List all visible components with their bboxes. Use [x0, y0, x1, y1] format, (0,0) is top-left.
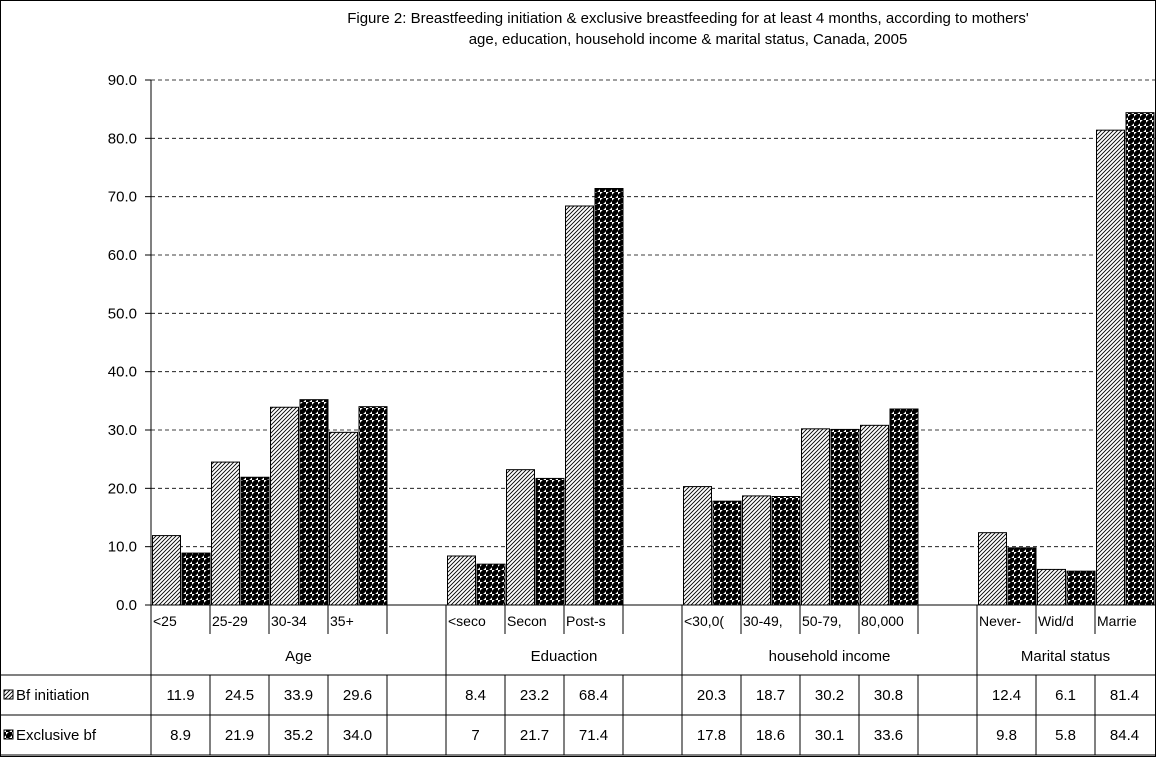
bar-exclusive-bf [1066, 570, 1096, 606]
y-tick-label: 90.0 [108, 72, 137, 89]
data-label: 30.2 [815, 687, 844, 704]
bar-bf-initiation [152, 535, 181, 606]
y-tick-label: 10.0 [108, 539, 137, 556]
data-label: 30.1 [815, 727, 844, 744]
data-label: 9.8 [996, 727, 1017, 744]
data-label: 81.4 [1110, 687, 1139, 704]
data-label: 12.4 [992, 687, 1021, 704]
data-label: 11.9 [166, 687, 194, 704]
data-label: 6.1 [1055, 687, 1076, 704]
data-label: 21.9 [225, 727, 254, 744]
data-label: 18.7 [756, 687, 785, 704]
y-tick-label: 20.0 [108, 480, 137, 497]
data-label: 18.6 [756, 727, 785, 744]
category-label: 50-79, [802, 613, 842, 629]
category-label: Marrie [1097, 613, 1137, 629]
bar-bf-initiation [329, 431, 358, 606]
category-label: <seco [448, 613, 486, 629]
group-label: household income [769, 648, 891, 665]
category-label: 35+ [330, 613, 354, 629]
bar-exclusive-bf [358, 406, 388, 606]
legend-label: Bf initiation [16, 687, 89, 704]
bar-bf-initiation [978, 532, 1007, 606]
data-table: <25 25-29 30-34 35+ <seco Secon Post-s <30,0( 30… [0, 605, 1156, 756]
chart-subtitle: age, education, household income & marit… [469, 31, 908, 48]
bar-exclusive-bf [1007, 547, 1037, 606]
bar-exclusive-bf [712, 500, 742, 606]
data-label: 33.9 [284, 687, 313, 704]
category-label: Wid/d [1038, 613, 1074, 629]
category-label: 25-29 [212, 613, 248, 629]
group-label: Marital status [1021, 648, 1110, 665]
data-label: 21.7 [520, 727, 549, 744]
group-label: Eduaction [531, 648, 598, 665]
group-label: Age [285, 648, 312, 665]
category-label: 80,000 [861, 613, 904, 629]
data-label: 29.6 [343, 687, 372, 704]
category-label: <25 [153, 613, 177, 629]
chart-title: Figure 2: Breastfeeding initiation & exc… [347, 10, 1029, 27]
bar-bf-initiation [447, 555, 476, 606]
y-tick-label: 80.0 [108, 130, 137, 147]
bar-exclusive-bf [771, 496, 801, 606]
y-tick-label: 50.0 [108, 305, 137, 322]
legend-key-bf-initiation [3, 689, 14, 700]
data-label: 71.4 [579, 727, 608, 744]
bar-bf-initiation [683, 486, 712, 606]
data-label: 7 [471, 727, 479, 744]
data-label: 23.2 [520, 687, 549, 704]
y-tick-label: 40.0 [108, 364, 137, 381]
bar-layer [152, 112, 1155, 606]
bar-exclusive-bf [594, 188, 624, 606]
data-label: 30.8 [874, 687, 903, 704]
bar-bf-initiation [860, 424, 889, 606]
bar-bf-initiation [270, 406, 299, 606]
category-label: 30-49, [743, 613, 783, 629]
category-label: <30,0( [684, 613, 724, 629]
bar-bf-initiation [506, 469, 535, 606]
data-label: 20.3 [697, 687, 726, 704]
bar-bf-initiation [1096, 129, 1125, 606]
bar-bf-initiation [742, 495, 771, 606]
bar-exclusive-bf [889, 408, 919, 606]
data-label: 34.0 [343, 727, 372, 744]
data-label: 5.8 [1055, 727, 1076, 744]
bar-exclusive-bf [181, 552, 211, 606]
bar-bf-initiation [211, 461, 240, 606]
y-tick-label: 0.0 [116, 597, 137, 614]
data-label: 8.9 [170, 727, 191, 744]
bar-bf-initiation [565, 205, 594, 606]
y-tick-label: 60.0 [108, 247, 137, 264]
bar-exclusive-bf [1125, 112, 1155, 606]
data-label: 24.5 [225, 687, 254, 704]
bar-exclusive-bf [476, 563, 506, 606]
category-label: Secon [507, 613, 547, 629]
bar-exclusive-bf [535, 477, 565, 606]
category-label: Post-s [566, 613, 606, 629]
axis-layer: 0.0 10.0 20.0 30.0 40.0 50.0 60.0 70.0 80.0 90.0 [108, 72, 1156, 614]
legend-key-exclusive-bf [3, 729, 14, 740]
bar-exclusive-bf [830, 428, 860, 606]
data-label: 33.6 [874, 727, 903, 744]
data-label: 8.4 [465, 687, 486, 704]
data-label: 35.2 [284, 727, 313, 744]
data-label: 17.8 [697, 727, 726, 744]
bar-exclusive-bf [240, 476, 270, 606]
category-label: 30-34 [271, 613, 307, 629]
y-tick-label: 30.0 [108, 422, 137, 439]
data-label: 84.4 [1110, 727, 1139, 744]
category-label: Never- [979, 613, 1021, 629]
y-tick-label: 70.0 [108, 189, 137, 206]
bar-exclusive-bf [299, 399, 329, 606]
bar-bf-initiation [1037, 568, 1066, 606]
bar-bf-initiation [801, 428, 830, 606]
legend-label: Exclusive bf [16, 727, 97, 744]
data-label: 68.4 [579, 687, 608, 704]
